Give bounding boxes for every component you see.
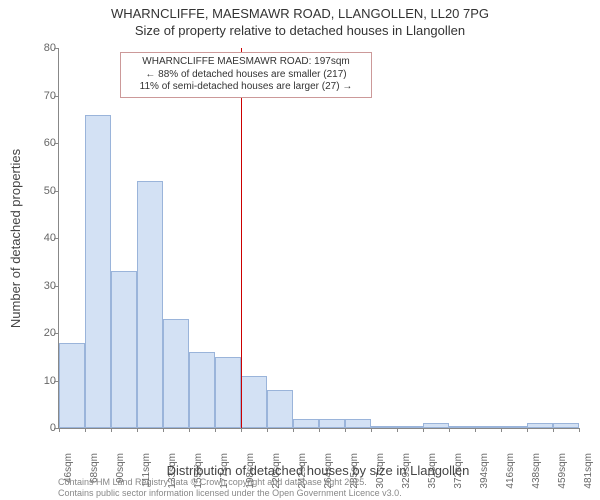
- bar: [267, 390, 293, 428]
- title-line-1: WHARNCLIFFE, MAESMAWR ROAD, LLANGOLLEN, …: [111, 6, 489, 21]
- reference-line: [241, 48, 242, 428]
- x-tick-mark: [137, 428, 138, 432]
- x-tick-mark: [267, 428, 268, 432]
- bar: [345, 419, 371, 429]
- x-tick-mark: [163, 428, 164, 432]
- x-tick-mark: [501, 428, 502, 432]
- y-axis-label-text: Number of detached properties: [9, 148, 24, 327]
- x-tick-mark: [527, 428, 528, 432]
- bar: [189, 352, 215, 428]
- x-tick-mark: [85, 428, 86, 432]
- x-tick-mark: [345, 428, 346, 432]
- plot-area: 46sqm68sqm90sqm111sqm133sqm155sqm177sqm1…: [58, 48, 579, 429]
- footer-line-2: Contains public sector information licen…: [58, 488, 402, 498]
- bar: [423, 423, 449, 428]
- anno-line-1: WHARNCLIFFE MAESMAWR ROAD: 197sqm: [126, 56, 366, 69]
- bar: [241, 376, 267, 428]
- x-tick-mark: [319, 428, 320, 432]
- x-tick-mark: [397, 428, 398, 432]
- y-axis-label: Number of detached properties: [8, 48, 24, 428]
- y-tick-mark: [54, 143, 58, 144]
- bar: [397, 426, 423, 428]
- y-tick-mark: [54, 238, 58, 239]
- y-tick-mark: [54, 286, 58, 287]
- bar: [319, 419, 345, 429]
- chart-container: WHARNCLIFFE, MAESMAWR ROAD, LLANGOLLEN, …: [0, 0, 600, 500]
- y-tick-mark: [54, 96, 58, 97]
- x-tick-mark: [189, 428, 190, 432]
- x-tick-mark: [215, 428, 216, 432]
- bar: [163, 319, 189, 428]
- y-tick-mark: [54, 191, 58, 192]
- bar: [85, 115, 111, 429]
- bar: [137, 181, 163, 428]
- x-tick: 481sqm: [583, 453, 594, 493]
- y-tick-mark: [54, 428, 58, 429]
- x-tick-mark: [423, 428, 424, 432]
- y-tick-mark: [54, 333, 58, 334]
- footer: Contains HM Land Registry data © Crown c…: [58, 477, 402, 498]
- x-tick-mark: [241, 428, 242, 432]
- bar: [59, 343, 85, 429]
- x-tick-mark: [449, 428, 450, 432]
- anno-line-2: ← 88% of detached houses are smaller (21…: [126, 69, 366, 82]
- bar: [215, 357, 241, 428]
- x-tick-mark: [579, 428, 580, 432]
- footer-line-1: Contains HM Land Registry data © Crown c…: [58, 477, 402, 487]
- chart-title: WHARNCLIFFE, MAESMAWR ROAD, LLANGOLLEN, …: [0, 0, 600, 44]
- bar: [501, 426, 527, 428]
- bar: [475, 426, 501, 428]
- y-tick-mark: [54, 381, 58, 382]
- bar: [527, 423, 553, 428]
- x-tick-mark: [553, 428, 554, 432]
- bar: [371, 426, 397, 428]
- title-line-2: Size of property relative to detached ho…: [135, 23, 465, 38]
- anno-line-3: 11% of semi-detached houses are larger (…: [126, 81, 366, 94]
- x-tick-mark: [111, 428, 112, 432]
- x-tick-mark: [293, 428, 294, 432]
- x-tick-mark: [475, 428, 476, 432]
- bar: [293, 419, 319, 429]
- x-tick-mark: [59, 428, 60, 432]
- bar: [111, 271, 137, 428]
- annotation-box: WHARNCLIFFE MAESMAWR ROAD: 197sqm ← 88% …: [120, 52, 372, 98]
- y-tick-mark: [54, 48, 58, 49]
- bar: [553, 423, 579, 428]
- x-axis-label: Distribution of detached houses by size …: [58, 463, 578, 478]
- bar: [449, 426, 475, 428]
- x-tick-mark: [371, 428, 372, 432]
